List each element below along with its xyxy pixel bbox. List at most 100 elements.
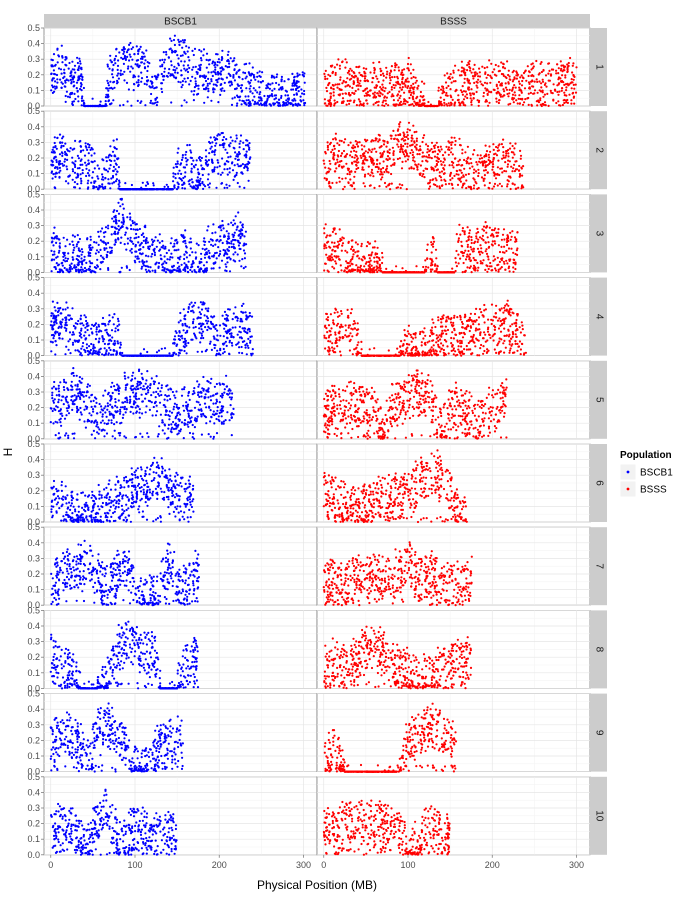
data-point	[341, 244, 344, 247]
facet-row-label-10: 10	[594, 810, 605, 822]
data-point	[468, 92, 472, 95]
data-point	[73, 235, 76, 238]
data-point	[76, 254, 79, 257]
data-point	[334, 83, 337, 86]
data-point	[398, 97, 401, 100]
data-point	[198, 262, 201, 265]
data-point	[391, 163, 394, 166]
data-point	[231, 161, 234, 164]
data-point	[126, 100, 129, 103]
data-point	[129, 236, 132, 239]
data-point	[513, 163, 516, 166]
data-point	[143, 62, 146, 65]
data-point	[472, 187, 475, 190]
data-point	[455, 89, 458, 92]
data-point	[450, 136, 453, 139]
data-point	[95, 241, 98, 244]
data-point	[184, 69, 187, 72]
data-point	[488, 226, 491, 229]
data-point	[241, 234, 244, 237]
data-point	[208, 251, 211, 255]
data-point	[439, 160, 442, 163]
data-point	[527, 103, 530, 106]
data-point	[128, 212, 131, 215]
data-point	[450, 147, 453, 150]
data-point	[269, 103, 272, 106]
data-point	[449, 151, 453, 154]
data-point	[421, 96, 424, 99]
data-point	[460, 171, 463, 174]
data-point	[541, 78, 544, 81]
y-tick-label: 0.5	[27, 356, 40, 366]
data-point	[386, 70, 389, 73]
y-tick-label: 0.4	[27, 39, 40, 49]
data-point	[191, 181, 194, 184]
data-point	[188, 183, 191, 186]
data-point	[322, 159, 325, 162]
data-point	[263, 94, 266, 98]
data-point	[193, 186, 196, 189]
data-point	[286, 94, 290, 97]
data-point	[86, 182, 89, 185]
data-point	[535, 100, 538, 103]
data-point	[508, 92, 511, 95]
data-point	[162, 78, 165, 81]
data-point	[515, 77, 519, 80]
data-point	[474, 74, 477, 77]
data-point	[511, 170, 514, 173]
data-point	[511, 144, 514, 148]
facet-row-strip-9	[591, 693, 607, 772]
data-point	[96, 264, 99, 267]
data-point	[135, 81, 138, 84]
data-point	[145, 49, 148, 52]
data-point	[507, 69, 510, 72]
data-point	[511, 156, 514, 159]
data-point	[71, 170, 75, 173]
data-point	[126, 242, 129, 245]
data-point	[448, 148, 451, 151]
data-point	[265, 100, 268, 103]
data-point	[567, 64, 570, 67]
data-point	[151, 102, 154, 105]
data-point	[363, 89, 366, 92]
data-point	[194, 251, 197, 254]
data-point	[60, 151, 64, 154]
data-point	[202, 187, 205, 190]
data-point	[232, 243, 235, 246]
data-point	[409, 63, 412, 66]
data-point	[183, 175, 187, 178]
data-point	[134, 255, 137, 258]
data-point	[493, 153, 496, 156]
data-point	[472, 68, 475, 71]
data-point	[568, 83, 571, 86]
data-point	[414, 102, 417, 105]
data-point	[228, 256, 231, 259]
data-point	[494, 269, 498, 272]
data-point	[235, 171, 238, 174]
y-tick-label: 0.2	[27, 153, 40, 163]
data-point	[226, 186, 229, 189]
data-point	[51, 86, 55, 89]
data-point	[244, 102, 247, 105]
data-point	[244, 144, 248, 147]
data-point	[424, 265, 428, 268]
y-tick-label: 0.5	[27, 605, 40, 615]
data-point	[434, 165, 437, 168]
data-point	[77, 67, 80, 70]
y-tick-label: 0.4	[27, 371, 40, 381]
data-point	[64, 63, 67, 66]
data-point	[99, 239, 102, 242]
data-point	[443, 104, 446, 107]
data-point	[186, 50, 189, 53]
data-point	[249, 102, 252, 105]
data-point	[293, 93, 296, 96]
data-point	[93, 270, 96, 273]
data-point	[530, 74, 533, 77]
data-point	[389, 188, 392, 191]
data-point	[64, 81, 67, 84]
data-point	[211, 232, 214, 235]
data-point	[467, 172, 470, 176]
data-point	[115, 178, 118, 181]
data-point	[105, 253, 108, 256]
data-point	[438, 174, 441, 178]
